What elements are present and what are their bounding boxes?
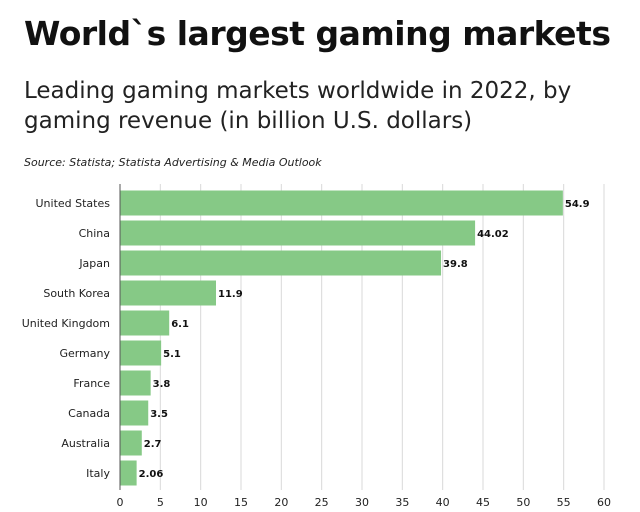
category-label: China — [79, 227, 110, 240]
category-label: Italy — [86, 467, 110, 480]
bar-italy — [120, 460, 137, 486]
x-tick-label: 50 — [516, 496, 530, 509]
x-tick-label: 5 — [157, 496, 164, 509]
bar-japan — [120, 250, 442, 276]
x-axis-ticks: 0 5 10 15 20 25 30 35 40 45 50 55 60 — [117, 496, 612, 509]
bar-chart: United States China Japan South Korea United… — [22, 184, 612, 509]
value-label: 2.06 — [139, 469, 164, 480]
x-tick-label: 45 — [476, 496, 490, 509]
value-label: 11.9 — [218, 289, 243, 300]
bar-united-states — [120, 190, 563, 216]
x-tick-label: 30 — [355, 496, 369, 509]
bar-germany — [120, 340, 162, 366]
x-tick-label: 55 — [557, 496, 571, 509]
bar-united-kingdom — [120, 310, 170, 336]
category-label: South Korea — [43, 287, 110, 300]
x-tick-label: 35 — [395, 496, 409, 509]
category-labels: United States China Japan South Korea United… — [22, 197, 111, 480]
x-tick-label: 15 — [234, 496, 248, 509]
value-label: 5.1 — [163, 349, 181, 360]
x-tick-label: 25 — [315, 496, 329, 509]
bar-south-korea — [120, 280, 216, 306]
bar-france — [120, 370, 151, 396]
value-labels: 54.9 44.02 39.8 11.9 6.1 5.1 3.8 3.5 2.7 2.06 — [139, 199, 590, 480]
value-label: 54.9 — [565, 199, 590, 210]
x-tick-label: 10 — [194, 496, 208, 509]
category-label: Australia — [61, 437, 110, 450]
x-tick-label: 40 — [436, 496, 450, 509]
value-label: 6.1 — [171, 319, 189, 330]
category-label: Japan — [78, 257, 110, 270]
source-note: Source: Statista; Statista Advertising &… — [24, 156, 322, 169]
bars — [120, 190, 563, 486]
value-label: 3.8 — [153, 379, 171, 390]
bar-australia — [120, 430, 142, 456]
category-label: United States — [36, 197, 111, 210]
category-label: United Kingdom — [22, 317, 110, 330]
x-tick-label: 20 — [274, 496, 288, 509]
category-label: Germany — [59, 347, 110, 360]
value-label: 3.5 — [150, 409, 168, 420]
value-label: 44.02 — [477, 229, 509, 240]
category-label: Canada — [68, 407, 110, 420]
category-label: France — [73, 377, 110, 390]
x-tick-label: 0 — [117, 496, 124, 509]
x-tick-label: 60 — [597, 496, 611, 509]
bar-canada — [120, 400, 149, 426]
value-label: 2.7 — [144, 439, 162, 450]
value-label: 39.8 — [443, 259, 468, 270]
chart-subtitle: Leading gaming markets worldwide in 2022… — [24, 78, 572, 134]
chart-title: World`s largest gaming markets — [24, 14, 611, 53]
bar-china — [120, 220, 476, 246]
